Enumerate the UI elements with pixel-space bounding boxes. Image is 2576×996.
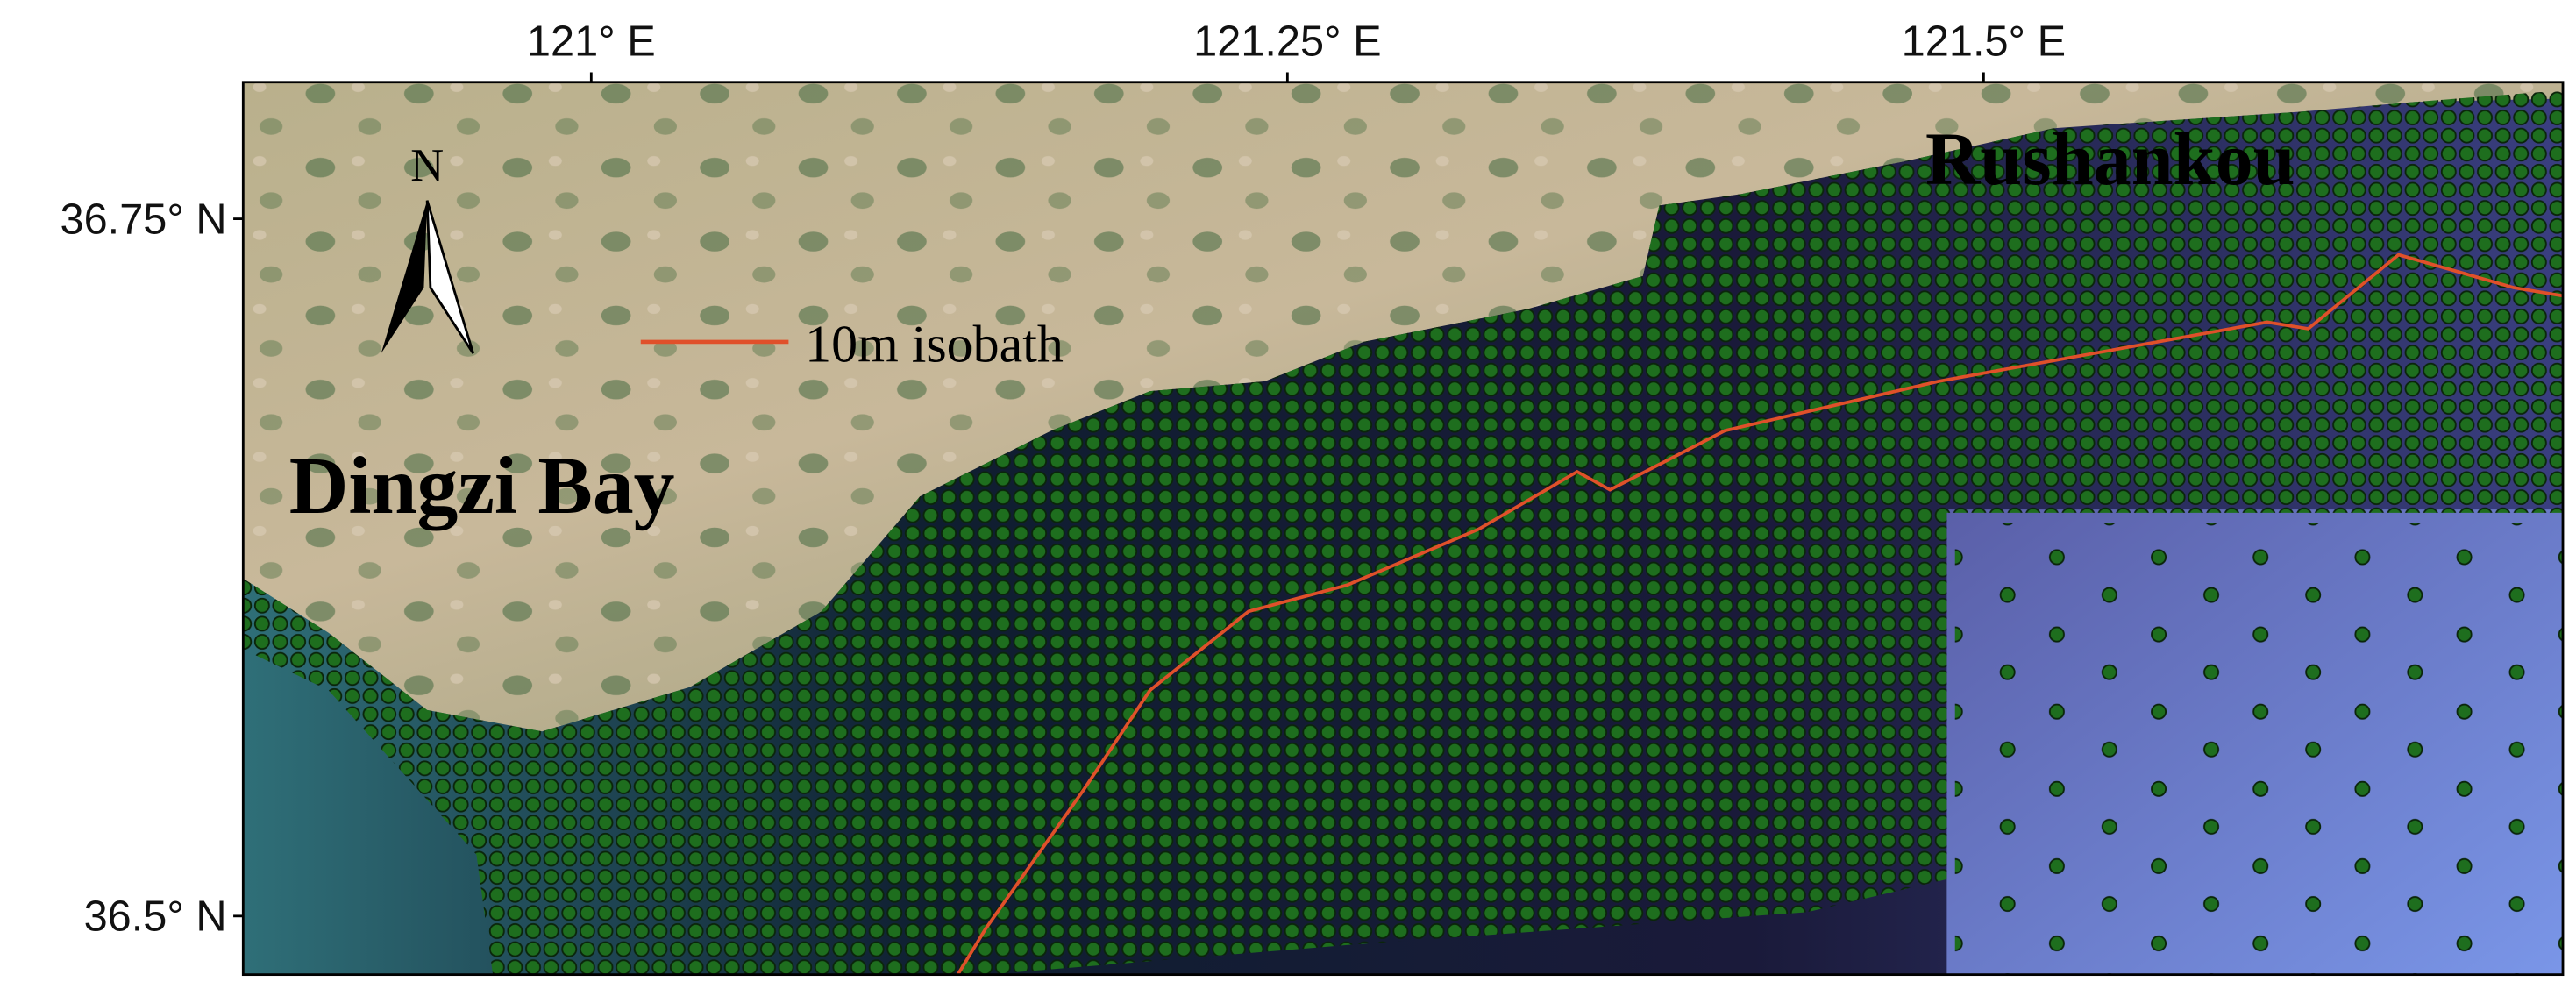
north-label: N <box>410 140 444 191</box>
x-tick-label: 121.25° E <box>1193 18 1381 66</box>
x-tick-label: 121.5° E <box>1902 18 2066 66</box>
sample-points-sparse <box>1954 523 2564 975</box>
place-label: Rushankou <box>1925 117 2295 201</box>
map-frame <box>241 81 2565 977</box>
isobath-line <box>956 253 2564 975</box>
sample-points-dense <box>243 90 2564 975</box>
x-tick-label: 121° E <box>527 18 656 66</box>
legend-label: 10m isobath <box>805 315 1064 373</box>
map-body <box>243 82 2564 975</box>
y-tick-label: 36.75° N <box>60 196 226 243</box>
arrow-right <box>425 200 474 354</box>
vegetation <box>243 82 2564 732</box>
place-label: Dingzi Bay <box>289 441 675 531</box>
y-tick-label: 36.5° N <box>84 893 227 941</box>
